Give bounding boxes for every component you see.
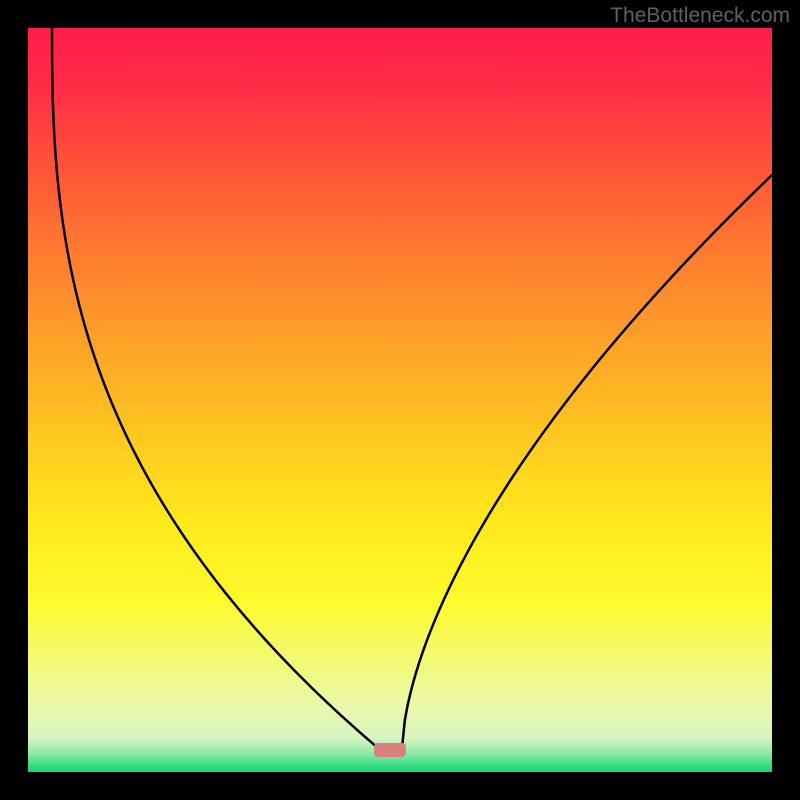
chart-background [28, 28, 772, 772]
vertex-marker [374, 743, 406, 757]
bottleneck-chart: TheBottleneck.com [0, 0, 800, 800]
watermark: TheBottleneck.com [610, 4, 790, 27]
chart-svg: TheBottleneck.com [0, 0, 800, 800]
